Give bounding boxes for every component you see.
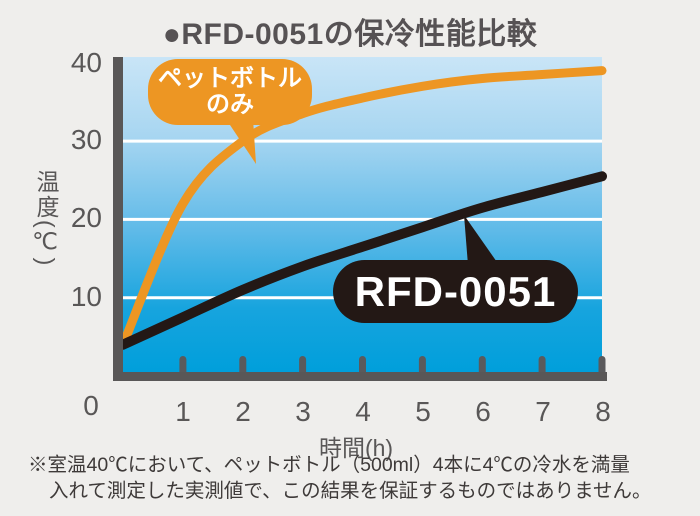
footnote: ※室温40℃において、ペットボトル（500ml）4本に4℃の冷水を満量 入れて測…	[28, 452, 688, 504]
footnote-line1: ※室温40℃において、ペットボトル（500ml）4本に4℃の冷水を満量	[28, 454, 630, 476]
x-tick-mark-3	[299, 356, 307, 376]
rfd-0051-label: RFD-0051	[354, 267, 557, 315]
x-tick-label-1: 1	[175, 396, 191, 427]
pet-bottle-label-line1: ペットボトル	[158, 65, 302, 92]
label-bubble-rfd-0051: RFD-0051	[333, 260, 578, 323]
x-tick-label-8: 8	[595, 396, 611, 427]
curve-pet-bottle-only	[118, 66, 607, 350]
x-tick-label-0: 0	[83, 390, 99, 421]
curve-rfd-0051	[118, 171, 607, 350]
plot-svg	[118, 66, 607, 376]
x-axis-line	[113, 372, 607, 381]
x-tick-label-7: 7	[535, 396, 551, 427]
x-tick-label-4: 4	[355, 396, 371, 427]
x-tick-label-2: 2	[235, 396, 251, 427]
x-tick-mark-2	[239, 356, 247, 376]
y-axis-title: 温度(℃)	[33, 170, 59, 268]
x-tick-mark-6	[478, 356, 486, 376]
x-tick-mark-8	[598, 356, 606, 376]
y-tick-label-10: 10	[70, 281, 102, 312]
orange-bubble-tail	[226, 119, 256, 164]
x-tick-label-6: 6	[475, 396, 491, 427]
y-tick-label-40: 40	[70, 47, 102, 78]
x-tick-label-5: 5	[415, 396, 431, 427]
x-tick-mark-1	[179, 356, 187, 376]
pet-bottle-label-line2: のみ	[206, 91, 254, 118]
chart-title: ●RFD-0051の保冷性能比較	[162, 18, 538, 51]
x-tick-mark-7	[538, 356, 546, 376]
black-bubble-tail	[464, 215, 499, 265]
y-axis-line	[113, 57, 123, 381]
y-tick-label-30: 30	[70, 124, 102, 155]
footnote-line2: 入れて測定した実測値で、この結果を保証するものではありません。	[49, 480, 652, 502]
x-tick-mark-4	[359, 356, 366, 376]
x-axis-tick-marks	[179, 356, 606, 376]
x-tick-mark-5	[418, 356, 426, 376]
label-bubble-pet-bottle-only: ペットボトル のみ	[148, 59, 312, 125]
y-tick-label-20: 20	[70, 202, 102, 233]
x-tick-label-3: 3	[295, 396, 311, 427]
x-axis-title: 時間(h)	[318, 435, 394, 461]
